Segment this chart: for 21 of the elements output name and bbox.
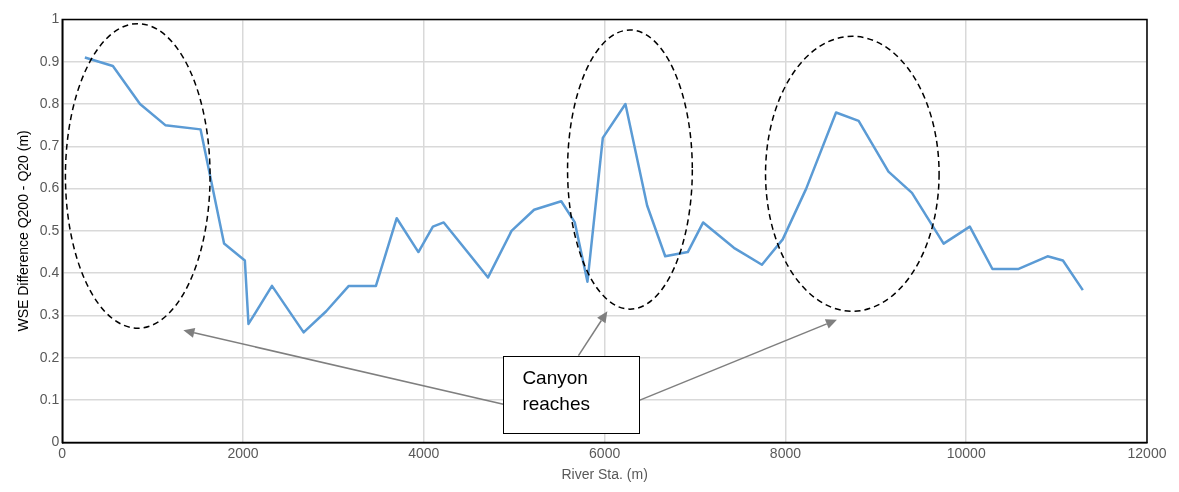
callout-box: Canyon reaches	[503, 355, 640, 434]
x-tick-label: 6000	[589, 444, 621, 461]
x-tick-label: 10000	[946, 444, 986, 461]
y-tick-label: 0.5	[39, 221, 60, 238]
x-tick-label: 4000	[408, 444, 440, 461]
y-tick-label: 0.4	[39, 264, 60, 281]
y-tick-label: 0.9	[39, 52, 60, 69]
x-tick-label: 12000	[1127, 444, 1167, 461]
x-axis-title: River Sta. (m)	[561, 466, 648, 483]
y-tick-label: 0.8	[39, 94, 60, 111]
y-tick-label: 0.7	[39, 137, 60, 154]
y-tick-label: 0.1	[39, 390, 60, 407]
y-tick-label: 1	[51, 10, 60, 27]
x-tick-label: 2000	[227, 444, 259, 461]
y-tick-label: 0	[51, 433, 60, 450]
annotation: Canyon reaches	[522, 366, 590, 414]
y-tick-label: 0.2	[39, 348, 60, 365]
y-axis-title: WSE Difference Q200 - Q20 (m)	[15, 130, 32, 332]
y-tick-label: 0.3	[39, 306, 60, 323]
y-tick-label: 0.6	[39, 179, 60, 196]
x-tick-label: 8000	[769, 444, 802, 461]
